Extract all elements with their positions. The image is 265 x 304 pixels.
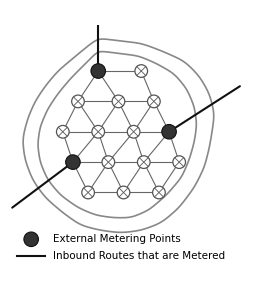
Circle shape — [102, 156, 115, 168]
Text: External Metering Points: External Metering Points — [53, 234, 180, 244]
Circle shape — [72, 95, 84, 108]
Circle shape — [162, 124, 176, 139]
Circle shape — [112, 95, 125, 108]
Text: Inbound Routes that are Metered: Inbound Routes that are Metered — [53, 251, 225, 261]
Circle shape — [153, 186, 165, 199]
Circle shape — [138, 156, 150, 168]
Circle shape — [117, 186, 130, 199]
Circle shape — [66, 155, 80, 169]
Circle shape — [92, 126, 105, 138]
Circle shape — [91, 64, 105, 78]
Circle shape — [82, 186, 94, 199]
Circle shape — [24, 232, 38, 247]
Circle shape — [148, 95, 160, 108]
Circle shape — [56, 126, 69, 138]
Circle shape — [135, 65, 148, 77]
Circle shape — [173, 156, 185, 168]
Circle shape — [127, 126, 140, 138]
